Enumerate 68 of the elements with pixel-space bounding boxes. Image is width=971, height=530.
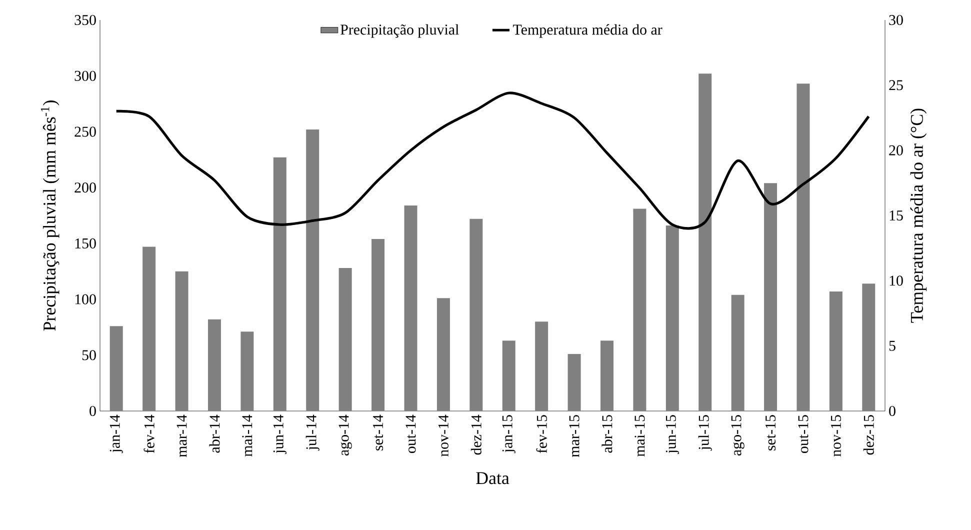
y2-tick-label: 0 [889,406,896,416]
bar [470,218,483,411]
bar [862,284,876,411]
x-tick-label: set-14 [373,414,384,450]
x-tick-label: dez-14 [470,414,482,455]
x-tick-label: ago-14 [338,414,352,456]
x-tick-label: ago-15 [731,415,744,456]
y-tick-label: 350 [74,14,96,26]
y2-tick-label: 20 [889,145,903,156]
bar [698,74,712,411]
bar [338,268,352,411]
x-tick-label: nov-15 [830,415,841,457]
y-tick-label: 0 [90,406,96,416]
y-tick-label: 300 [74,70,96,81]
bar [731,294,744,411]
bar [110,326,123,411]
bar [208,319,221,411]
x-tick-label: jul-15 [698,415,712,451]
y-axis-title: Precipitação pluvial (mm mês$^{-1}$) [40,100,60,331]
x-tick-label: mai-15 [634,415,645,457]
x-tick-label: jun-15 [666,415,679,454]
bar [273,157,286,411]
y2-tick-label: 10 [890,276,903,286]
legend-label: Precipitação pluvial [340,24,459,38]
bar [436,298,450,411]
bar [666,226,679,411]
bar [535,322,548,411]
x-tick-label: mai-14 [242,414,252,457]
y2-tick-label: 15 [890,210,903,220]
legend-label: Temperatura média do ar [513,24,662,38]
x-tick-label: fev-15 [536,415,547,454]
x-axis-title: Data [476,472,510,484]
bar [175,271,188,411]
x-tick-label: fev-14 [144,414,154,454]
bar [502,340,516,411]
y-tick-label: 100 [75,294,96,304]
bar [306,129,320,411]
x-tick-label: dez-15 [863,415,874,455]
x-tick-label: mar-15 [569,415,580,458]
y-tick-label: 150 [75,238,96,248]
bar [568,354,581,411]
y2-tick-label: 25 [889,80,903,90]
bar [829,291,842,411]
bar [142,246,156,411]
x-tick-label: out-14 [406,414,416,453]
x-tick-label: nov-14 [438,414,448,457]
y2-tick-label: 30 [889,14,903,26]
bar [764,183,778,411]
y-tick-label: 200 [74,182,96,193]
x-tick-label: out-15 [798,415,808,453]
x-tick-label: mar-14 [176,414,187,458]
bar [372,238,385,411]
x-tick-label: jan-14 [110,414,123,454]
x-tick-label: abr-15 [602,415,612,453]
x-tick-label: jan-15 [502,415,516,454]
y2-tick-label: 5 [889,340,896,351]
bar [633,208,646,411]
x-tick-label: jul-14 [306,414,320,451]
y-tick-label: 50 [82,350,96,360]
x-tick-label: jun-14 [273,414,286,454]
bar [240,332,254,411]
bar [796,84,810,411]
bar [600,340,614,411]
x-tick-label: set-15 [766,415,776,450]
bar [404,205,418,411]
y-tick-label: 250 [74,126,96,137]
x-tick-label: abr-14 [209,414,220,453]
y2-axis-title: Temperatura média do ar (°C) [910,108,927,323]
